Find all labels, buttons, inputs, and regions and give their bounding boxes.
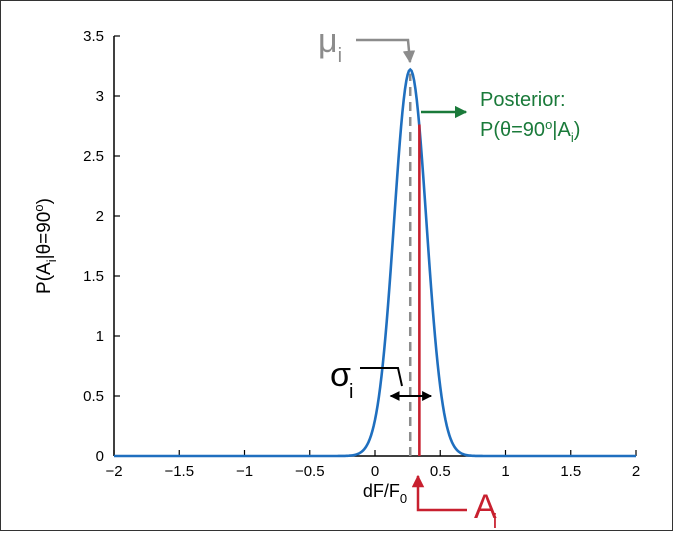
x-tick-label: 0: [371, 463, 379, 480]
sigma-sub: i: [349, 381, 353, 403]
y-label-sup: o: [31, 204, 46, 211]
y-tick-label: 3: [96, 88, 104, 105]
mu-sub: i: [338, 45, 342, 67]
y-label-part-1: P(A: [34, 262, 55, 294]
y-tick-label: 0: [96, 448, 104, 465]
a-sub: i: [493, 511, 497, 531]
posterior-part-3: ): [574, 119, 581, 141]
y-label-part-2: |θ=90: [34, 212, 55, 260]
sigma-symbol: σ: [330, 356, 351, 394]
x-axis-label: dF/F0: [363, 481, 407, 506]
y-ticks: 0 0.5 1 1.5 2 2.5 3 3.5: [83, 28, 120, 465]
y-axis-label: P(Ai|θ=90o): [31, 198, 59, 294]
posterior-sup: o: [545, 117, 552, 132]
x-tick-label: 0.5: [430, 463, 451, 480]
posterior-formula: P(θ=90o|Ai): [480, 117, 580, 145]
posterior-curve: [114, 67, 636, 458]
posterior-part-1: P(θ=90: [480, 119, 545, 141]
posterior-part-2: |A: [552, 119, 571, 141]
x-tick-label: 1.5: [560, 463, 581, 480]
y-label-part-3: ): [34, 198, 55, 204]
mu-pointer: [356, 38, 416, 64]
x-label-sub: 0: [400, 491, 407, 506]
x-tick-label: −1.5: [164, 463, 194, 480]
y-tick-label: 1.5: [83, 268, 104, 285]
y-tick-label: 2: [96, 208, 104, 225]
a-annotation: Ai: [474, 488, 497, 531]
x-tick-label: −0.5: [295, 463, 325, 480]
x-tick-label: −1: [236, 463, 253, 480]
sigma-annotation: σi: [330, 356, 353, 403]
a-symbol: A: [474, 488, 497, 526]
x-tick-label: −2: [105, 463, 122, 480]
x-label-main: dF/F: [363, 481, 400, 501]
mu-annotation: μi: [318, 22, 342, 67]
x-tick-label: 1: [501, 463, 509, 480]
y-tick-label: 2.5: [83, 148, 104, 165]
a-pointer: [411, 474, 467, 512]
x-tick-label: 2: [632, 463, 640, 480]
posterior-sub: i: [571, 130, 574, 145]
y-tick-label: 3.5: [83, 28, 104, 45]
y-tick-label: 1: [96, 328, 104, 345]
posterior-title: Posterior:: [480, 89, 566, 111]
x-ticks: −2 −1.5 −1 −0.5 0 0.5 1 1.5 2: [105, 450, 640, 480]
mu-symbol: μ: [318, 22, 338, 60]
sigma-pointer: [360, 367, 403, 387]
y-tick-label: 0.5: [83, 388, 104, 405]
y-label-sub: i: [44, 259, 59, 262]
